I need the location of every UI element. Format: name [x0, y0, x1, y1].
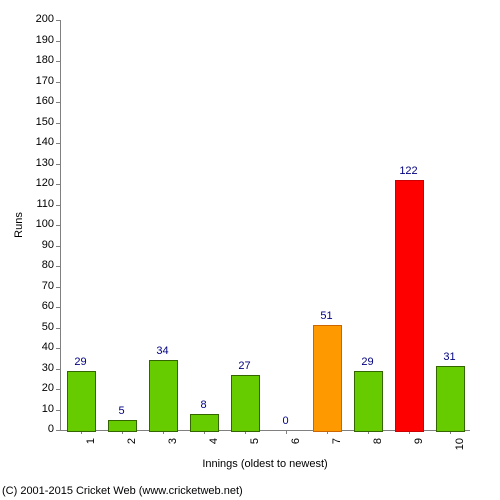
- bar-value-label: 0: [266, 415, 306, 427]
- x-tick-label: 8: [372, 438, 384, 458]
- bar-value-label: 5: [102, 405, 142, 417]
- y-tick: [56, 430, 60, 431]
- chart-container: 0102030405060708090100110120130140150160…: [0, 0, 500, 500]
- y-tick-label: 80: [28, 259, 54, 271]
- bar: [190, 414, 219, 432]
- y-tick: [56, 20, 60, 21]
- y-tick: [56, 348, 60, 349]
- bar: [313, 325, 342, 432]
- x-tick-label: 4: [208, 438, 220, 458]
- copyright-text: (C) 2001-2015 Cricket Web (www.cricketwe…: [2, 485, 243, 497]
- y-tick-label: 150: [28, 116, 54, 128]
- y-tick: [56, 123, 60, 124]
- y-tick: [56, 328, 60, 329]
- x-tick-label: 2: [126, 438, 138, 458]
- y-tick: [56, 369, 60, 370]
- y-tick-label: 20: [28, 382, 54, 394]
- y-tick: [56, 143, 60, 144]
- bar: [231, 375, 260, 432]
- bar: [108, 420, 137, 432]
- y-tick: [56, 266, 60, 267]
- y-tick-label: 170: [28, 75, 54, 87]
- bar-value-label: 34: [143, 345, 183, 357]
- x-tick-label: 3: [167, 438, 179, 458]
- y-axis-line: [60, 20, 61, 430]
- y-tick: [56, 389, 60, 390]
- bar: [395, 180, 424, 432]
- x-tick: [286, 430, 287, 434]
- x-tick-label: 5: [249, 438, 261, 458]
- bar-value-label: 31: [430, 351, 470, 363]
- y-tick: [56, 410, 60, 411]
- bar-value-label: 8: [184, 399, 224, 411]
- bar: [436, 366, 465, 432]
- y-tick-label: 140: [28, 136, 54, 148]
- y-tick-label: 70: [28, 280, 54, 292]
- y-tick: [56, 102, 60, 103]
- bar-value-label: 51: [307, 310, 347, 322]
- y-tick: [56, 41, 60, 42]
- y-tick-label: 160: [28, 95, 54, 107]
- bar-value-label: 122: [389, 165, 429, 177]
- y-tick-label: 110: [28, 198, 54, 210]
- y-tick-label: 90: [28, 239, 54, 251]
- y-tick-label: 40: [28, 341, 54, 353]
- y-tick: [56, 164, 60, 165]
- x-tick-label: 7: [331, 438, 343, 458]
- x-tick-label: 6: [290, 438, 302, 458]
- y-tick-label: 60: [28, 300, 54, 312]
- y-tick: [56, 307, 60, 308]
- y-tick-label: 30: [28, 362, 54, 374]
- y-tick: [56, 82, 60, 83]
- y-tick-label: 180: [28, 54, 54, 66]
- bar: [354, 371, 383, 432]
- x-axis-title: Innings (oldest to newest): [60, 458, 470, 470]
- bar-value-label: 29: [61, 356, 101, 368]
- bar: [67, 371, 96, 432]
- y-tick: [56, 184, 60, 185]
- bar-value-label: 29: [348, 356, 388, 368]
- x-tick-label: 9: [413, 438, 425, 458]
- y-tick-label: 190: [28, 34, 54, 46]
- bar-value-label: 27: [225, 360, 265, 372]
- x-tick-label: 1: [85, 438, 97, 458]
- y-tick: [56, 61, 60, 62]
- y-tick: [56, 205, 60, 206]
- bar: [149, 360, 178, 432]
- y-tick-label: 200: [28, 13, 54, 25]
- y-tick-label: 10: [28, 403, 54, 415]
- y-tick-label: 0: [28, 423, 54, 435]
- x-tick-label: 10: [454, 438, 466, 458]
- y-tick: [56, 287, 60, 288]
- y-tick-label: 50: [28, 321, 54, 333]
- y-tick: [56, 225, 60, 226]
- y-tick-label: 120: [28, 177, 54, 189]
- y-axis-title: Runs: [13, 212, 25, 238]
- y-tick-label: 100: [28, 218, 54, 230]
- y-tick: [56, 246, 60, 247]
- y-tick-label: 130: [28, 157, 54, 169]
